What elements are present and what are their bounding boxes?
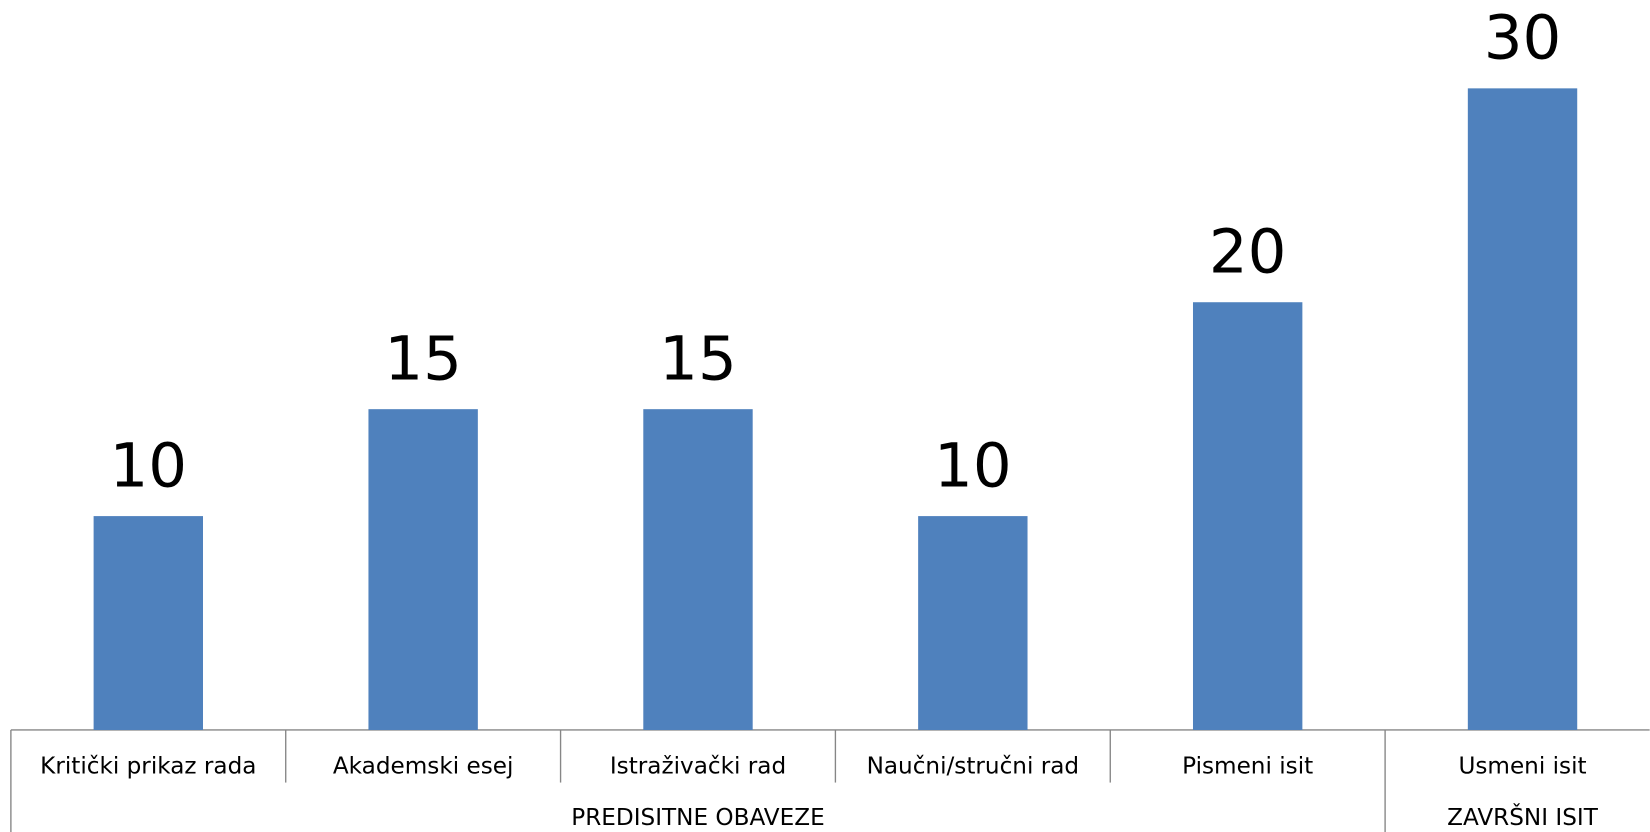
bar [368,409,478,730]
bar [93,516,203,730]
bar [643,409,753,730]
x-tick-label: Kritički prikaz rada [40,753,256,779]
data-label: 30 [1484,3,1562,74]
group-label: ZAVRŠNI ISIT [1447,803,1599,831]
x-tick-label: Usmeni isit [1458,753,1586,779]
x-tick-label: Akademski esej [333,753,514,779]
bar [1192,302,1303,730]
bar [918,516,1028,730]
x-tick-label: Pismeni isit [1182,753,1313,779]
data-label: 10 [934,430,1012,501]
data-label: 20 [1209,217,1287,288]
bar [1467,88,1578,730]
x-tick-label: Naučni/stručni rad [867,753,1080,779]
data-label: 10 [109,430,187,501]
data-label: 15 [659,323,737,394]
data-label: 15 [384,323,462,394]
group-label: PREDISITNE OBAVEZE [571,805,824,831]
x-tick-label: Istraživački rad [610,753,786,779]
